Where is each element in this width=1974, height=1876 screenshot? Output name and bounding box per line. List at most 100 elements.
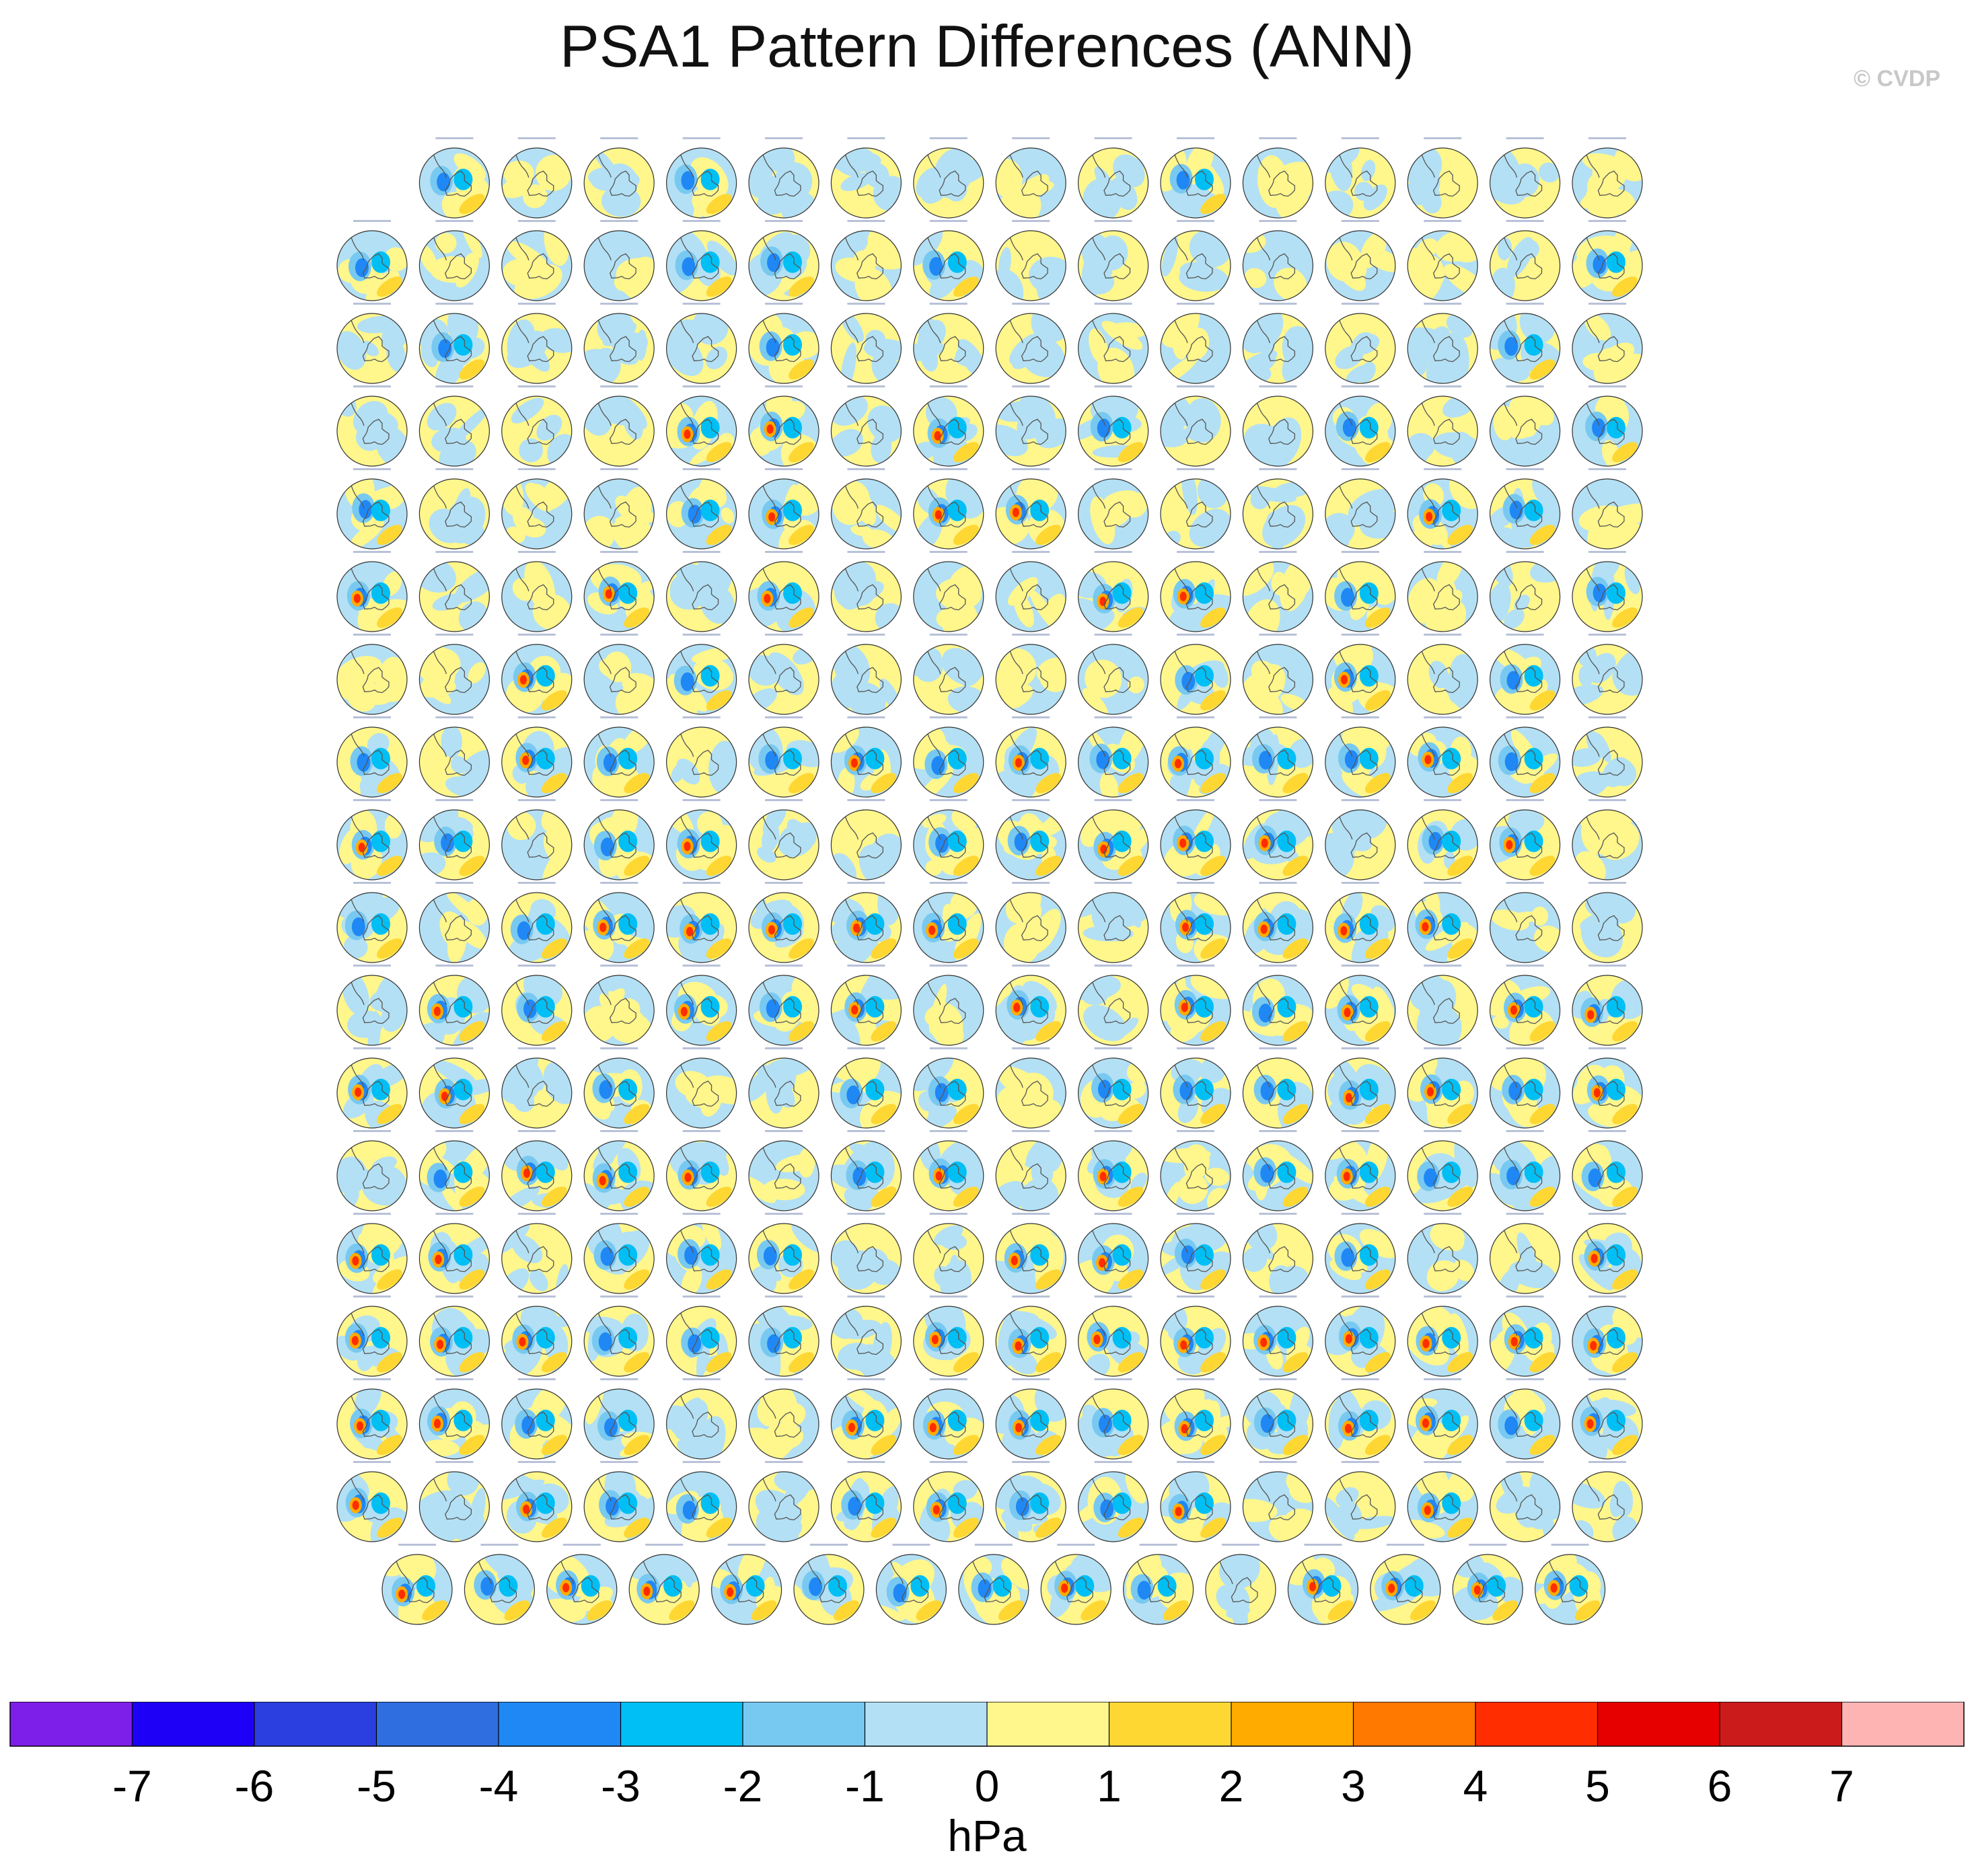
map-panel bbox=[1325, 1461, 1396, 1542]
map-panel bbox=[1077, 1213, 1149, 1294]
panel-title bbox=[929, 882, 967, 884]
map-panel bbox=[501, 965, 573, 1046]
panel-title bbox=[847, 137, 885, 139]
map-panel bbox=[1572, 385, 1643, 467]
map-panel bbox=[336, 303, 408, 384]
panel-title bbox=[929, 1130, 967, 1132]
map-panel bbox=[830, 1378, 902, 1460]
panel-title bbox=[517, 220, 556, 222]
panel-title bbox=[600, 799, 638, 801]
map-panel bbox=[1325, 1378, 1396, 1460]
panel-title bbox=[847, 1047, 885, 1049]
panel-title bbox=[1094, 1213, 1132, 1215]
map-panel bbox=[913, 716, 984, 798]
map-panel bbox=[1490, 303, 1561, 384]
map-panel bbox=[995, 1130, 1066, 1211]
colorbar-tick-label: 7 bbox=[1829, 1761, 1854, 1811]
colorbar-box bbox=[499, 1702, 621, 1746]
map-panel bbox=[665, 303, 737, 384]
panel-title bbox=[353, 716, 391, 718]
panel-title bbox=[1259, 1047, 1297, 1049]
panel-title bbox=[1259, 468, 1297, 470]
map-panel bbox=[583, 551, 655, 632]
map-panel bbox=[665, 1213, 737, 1294]
map-panel bbox=[1490, 1130, 1561, 1211]
panel-title bbox=[1177, 1296, 1214, 1298]
map-panel bbox=[748, 220, 819, 301]
colorbar-tick-label: -5 bbox=[357, 1761, 396, 1811]
panel-title bbox=[1177, 965, 1214, 967]
panel-title bbox=[1506, 965, 1544, 967]
panel-title bbox=[1341, 634, 1379, 636]
panel-title bbox=[435, 1378, 474, 1380]
colorbar-box bbox=[1475, 1702, 1598, 1746]
map-panel bbox=[1325, 882, 1396, 963]
map-panel bbox=[710, 1544, 782, 1625]
map-panel bbox=[336, 1047, 408, 1129]
map-panel bbox=[418, 551, 490, 632]
map-panel bbox=[1325, 1130, 1396, 1211]
map-panel bbox=[1572, 137, 1643, 219]
map-panel bbox=[1160, 716, 1231, 798]
map-panel bbox=[1325, 799, 1396, 880]
map-panel bbox=[1572, 1130, 1643, 1211]
panel-title bbox=[765, 551, 803, 553]
map-panel bbox=[913, 799, 984, 880]
panel-title bbox=[517, 303, 556, 305]
panel-title bbox=[517, 137, 556, 139]
colorbar-tick-label: -1 bbox=[845, 1761, 885, 1811]
map-panel bbox=[995, 137, 1066, 219]
map-panel bbox=[501, 634, 573, 715]
panel-title bbox=[1139, 1544, 1177, 1546]
map-panel bbox=[748, 137, 819, 219]
panel-title bbox=[929, 220, 967, 222]
panel-title bbox=[1386, 1544, 1424, 1546]
map-panel bbox=[1160, 634, 1231, 715]
colorbar-box bbox=[376, 1702, 499, 1746]
colorbar-box bbox=[987, 1702, 1109, 1746]
map-panel bbox=[583, 220, 655, 301]
colorbar-box bbox=[10, 1702, 133, 1746]
map-panel bbox=[1242, 551, 1314, 632]
map-panel bbox=[1572, 634, 1643, 715]
panel-title bbox=[1094, 716, 1132, 718]
map-panel bbox=[1325, 634, 1396, 715]
panel-title bbox=[682, 882, 721, 884]
panel-title bbox=[353, 965, 391, 967]
map-panel bbox=[336, 1130, 408, 1211]
panel-title bbox=[765, 1296, 803, 1298]
panel-title bbox=[1259, 303, 1297, 305]
panel-title bbox=[600, 468, 638, 470]
map-panel bbox=[1160, 303, 1231, 384]
panel-title bbox=[1094, 303, 1132, 305]
map-panel bbox=[665, 716, 737, 798]
panel-title bbox=[1259, 220, 1297, 222]
panel-title bbox=[1588, 1213, 1626, 1215]
colorbar-tick-label: 5 bbox=[1585, 1761, 1610, 1811]
map-panel bbox=[665, 468, 737, 550]
panel-title bbox=[1506, 385, 1544, 387]
panel-title bbox=[682, 1213, 721, 1215]
map-panel bbox=[1205, 1544, 1276, 1625]
panel-title bbox=[1012, 551, 1050, 553]
map-panel bbox=[583, 137, 655, 219]
panel-title bbox=[682, 1461, 721, 1463]
panel-title bbox=[1341, 882, 1379, 884]
panel-title bbox=[435, 965, 474, 967]
panel-title bbox=[1506, 1296, 1544, 1298]
map-panel bbox=[1242, 882, 1314, 963]
panel-title bbox=[1506, 716, 1544, 718]
panel-title bbox=[1506, 1047, 1544, 1049]
map-panel bbox=[1407, 137, 1478, 219]
panel-title bbox=[929, 799, 967, 801]
map-panel bbox=[1490, 468, 1561, 550]
map-panel bbox=[875, 1544, 947, 1625]
panel-title bbox=[1259, 1461, 1297, 1463]
panel-title bbox=[353, 634, 391, 636]
map-panel bbox=[748, 716, 819, 798]
panel-title bbox=[1588, 1378, 1626, 1380]
panel-title bbox=[600, 634, 638, 636]
panel-title bbox=[682, 799, 721, 801]
panel-title bbox=[765, 882, 803, 884]
panel-title bbox=[562, 1544, 601, 1546]
